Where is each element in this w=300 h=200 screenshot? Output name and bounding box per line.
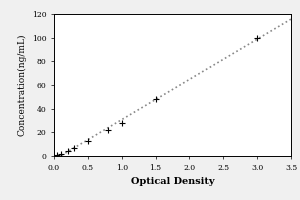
Y-axis label: Concentration(ng/mL): Concentration(ng/mL) (17, 34, 26, 136)
X-axis label: Optical Density: Optical Density (131, 177, 214, 186)
